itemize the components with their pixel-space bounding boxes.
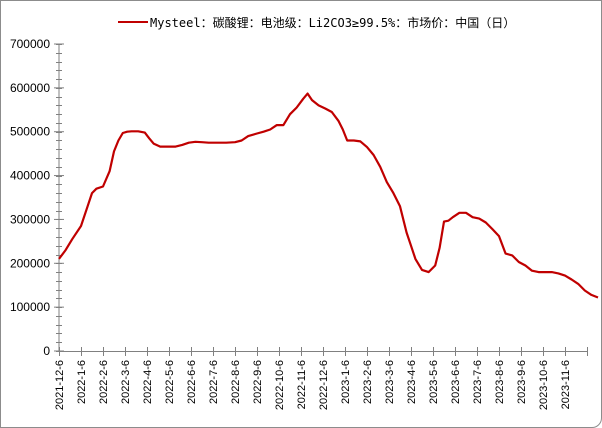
y-tick-label: 200000 bbox=[10, 256, 50, 270]
y-tick-label: 600000 bbox=[10, 81, 50, 95]
x-tick-label: 2022-2-6 bbox=[98, 360, 110, 404]
legend-label: Mysteel：碳酸锂：电池级：Li2CO3≥99.5%：市场价：中国（日） bbox=[150, 15, 516, 30]
y-tick-label: 500000 bbox=[10, 125, 50, 139]
x-tick-label: 2022-10-6 bbox=[274, 360, 286, 410]
x-tick-label: 2022-12-6 bbox=[318, 360, 330, 410]
x-axis: 2021-12-6 2022-1-6 2022-2-6 2022-3-6 2022-4-… bbox=[54, 347, 588, 410]
x-tick-label: 2022-11-6 bbox=[296, 360, 308, 409]
x-tick-label: 2023-7-6 bbox=[472, 360, 484, 404]
x-tick-label: 2022-4-6 bbox=[142, 360, 154, 404]
x-tick-label: 2021-12-6 bbox=[54, 360, 66, 410]
y-tick-label: 700000 bbox=[10, 37, 50, 51]
legend-line-swatch bbox=[118, 21, 148, 23]
y-tick-label: 100000 bbox=[10, 300, 50, 314]
x-tick-label: 2023-3-6 bbox=[384, 360, 396, 404]
price-series-line bbox=[58, 92, 599, 299]
x-tick-label: 2023-11-6 bbox=[560, 360, 572, 409]
y-tick-label: 400000 bbox=[10, 169, 50, 183]
x-tick-label: 2023-9-6 bbox=[516, 360, 528, 404]
x-tick-label: 2023-8-6 bbox=[494, 360, 506, 404]
x-tick-label: 2022-5-6 bbox=[164, 360, 176, 404]
x-tick-label: 2022-9-6 bbox=[252, 360, 264, 404]
x-tick-label: 2023-1-6 bbox=[340, 360, 352, 404]
y-axis: 0 100000 200000 300000 400000 500000 600000 700… bbox=[10, 37, 64, 358]
chart-legend: Mysteel：碳酸锂：电池级：Li2CO3≥99.5%：市场价：中国（日） bbox=[118, 13, 515, 31]
x-tick-label: 2022-3-6 bbox=[120, 360, 132, 404]
y-tick-label: 0 bbox=[43, 344, 50, 358]
x-tick-label: 2022-1-6 bbox=[76, 360, 88, 404]
x-tick-label: 2022-8-6 bbox=[230, 360, 242, 404]
x-tick-label: 2023-5-6 bbox=[428, 360, 440, 404]
x-tick-label: 2022-7-6 bbox=[208, 360, 220, 404]
x-tick-label: 2022-6-6 bbox=[186, 360, 198, 404]
x-tick-label: 2023-4-6 bbox=[406, 360, 418, 404]
x-tick-label: 2023-2-6 bbox=[362, 360, 374, 404]
x-tick-label: 2023-10-6 bbox=[538, 360, 550, 410]
x-tick-label: 2023-6-6 bbox=[450, 360, 462, 404]
y-tick-label: 300000 bbox=[10, 212, 50, 226]
